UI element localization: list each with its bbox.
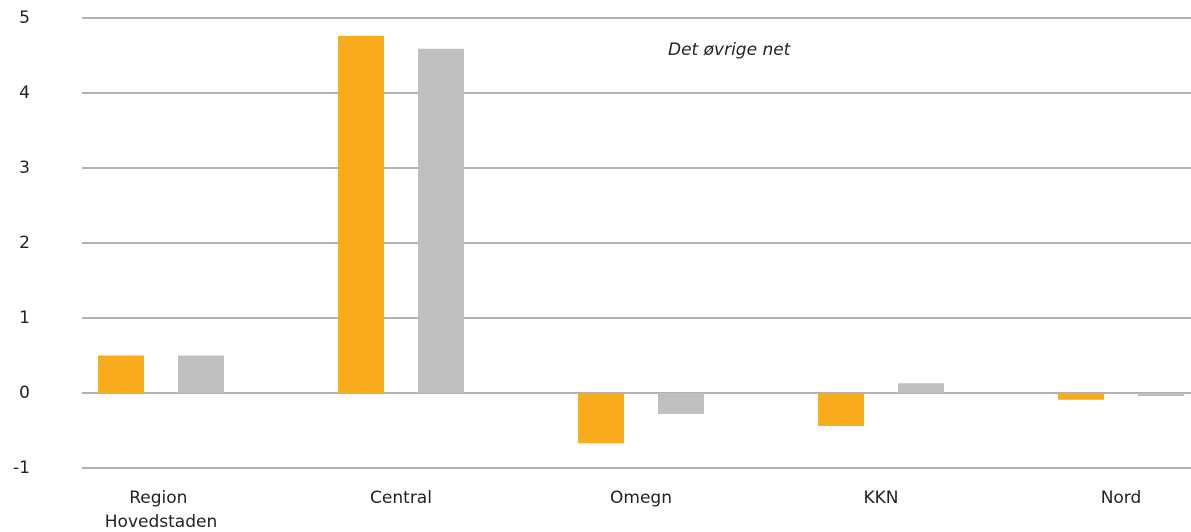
y-tick-label: 0 (19, 383, 30, 403)
bar (1058, 393, 1104, 400)
bar (658, 393, 704, 414)
bar (1138, 393, 1184, 396)
y-tick-label: 4 (19, 83, 30, 103)
annotation: Det øvrige net (668, 40, 792, 60)
bar (178, 355, 224, 393)
x-tick-label: Region Hovedstaden (105, 488, 217, 532)
y-tick-label: -1 (13, 458, 30, 478)
y-tick-label: 3 (19, 158, 30, 178)
y-tick-label: 5 (19, 8, 30, 28)
y-tick-label: 2 (19, 233, 30, 253)
bar (578, 393, 624, 444)
x-tick-label: Nord (1101, 488, 1142, 508)
bar (818, 393, 864, 426)
bar (418, 48, 464, 393)
x-tick-label: Omegn (610, 488, 672, 508)
x-tick-label: KKN (863, 488, 898, 508)
bar (98, 355, 144, 393)
x-tick-label: Central (370, 488, 432, 508)
bar (898, 383, 944, 393)
bar (338, 36, 384, 393)
y-tick-label: 1 (19, 308, 30, 328)
